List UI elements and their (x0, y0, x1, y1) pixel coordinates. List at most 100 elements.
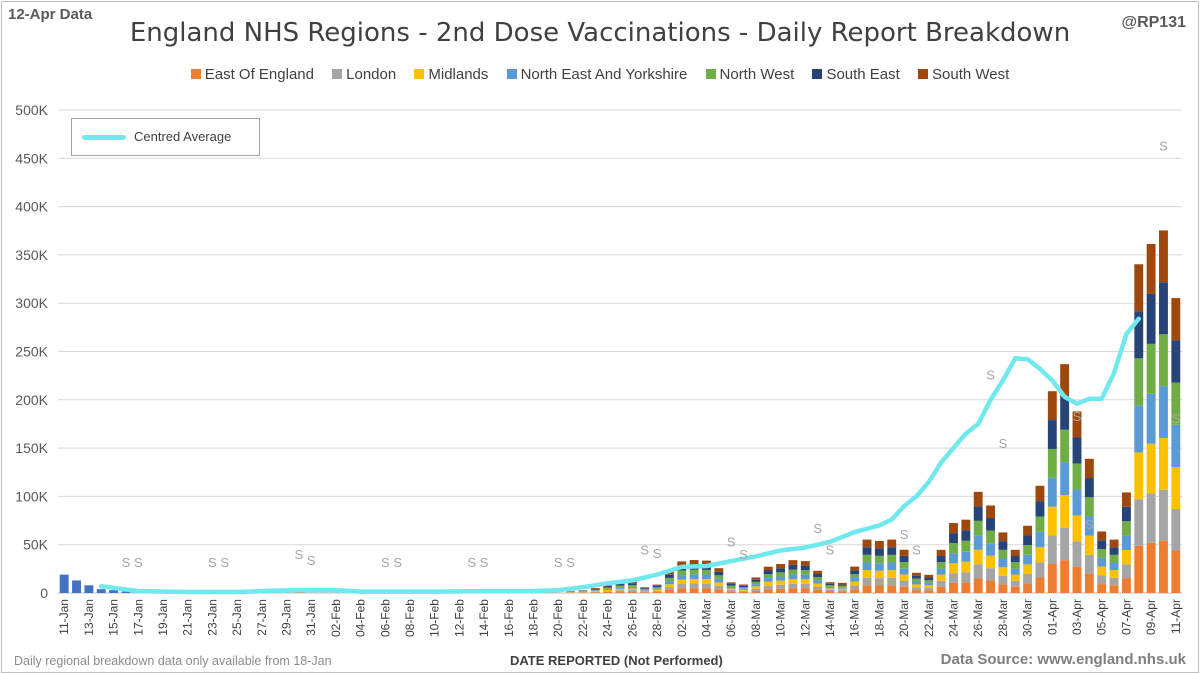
bar-segment (689, 588, 699, 593)
bar-segment (1171, 298, 1181, 341)
bar-segment (1084, 458, 1094, 479)
bar-segment (763, 570, 773, 575)
bar-segment (800, 565, 810, 571)
bar-segment (813, 586, 823, 590)
bar-segment (837, 588, 847, 591)
centred-average-line (98, 316, 1142, 595)
bar-segment (627, 584, 637, 587)
x-tick-label: 21-Jan (181, 599, 195, 636)
bar-segment (603, 587, 613, 589)
sunday-marker: S (727, 535, 736, 550)
bar-segment (813, 573, 823, 578)
bar-segment (751, 577, 761, 580)
legend-label: East Of England (204, 66, 314, 83)
bar-segment (652, 588, 662, 590)
bar-segment (739, 585, 748, 588)
bar-segment (1146, 542, 1156, 593)
y-tick-label: 350K (15, 247, 48, 263)
bar-segment (1109, 547, 1119, 555)
bar-segment (726, 591, 736, 593)
bar-segment (739, 591, 748, 593)
bar-segment (788, 564, 798, 570)
bar-segment (627, 591, 637, 593)
bar-segment (1146, 443, 1156, 494)
sunday-marker: S (467, 555, 476, 570)
bar-segment (961, 551, 971, 562)
bar-segment (714, 578, 724, 583)
bar-segment (1035, 516, 1045, 532)
y-tick-label: 250K (15, 344, 48, 360)
bar-segment (862, 577, 872, 586)
bar-segment (1060, 495, 1070, 528)
bar-segment (850, 585, 860, 590)
bar-segment (1060, 560, 1070, 593)
bar-segment (1047, 391, 1057, 421)
bar-segment (850, 577, 860, 582)
bar-segment (677, 575, 687, 580)
bar-segment (726, 588, 736, 591)
bar-segment (899, 574, 909, 581)
bar-segment (1097, 575, 1107, 585)
bar-segment (590, 590, 600, 592)
bar-segment (664, 577, 674, 582)
bar-segment (949, 582, 958, 593)
bar-segment (1072, 489, 1082, 516)
bar-segment (1072, 566, 1082, 593)
bar-segment (677, 579, 687, 585)
sunday-marker: S (912, 542, 921, 557)
bar-segment (924, 587, 934, 591)
bar-segment (1109, 562, 1119, 571)
sunday-marker: S (566, 555, 575, 570)
x-axis-title: DATE REPORTED (Not Performed) (510, 653, 723, 668)
bar-segment (1134, 545, 1144, 593)
x-tick-label: 13-Jan (82, 599, 96, 636)
bar-segment (813, 570, 823, 574)
bar-segment (714, 582, 724, 586)
bar-segment (702, 583, 711, 589)
x-tick-label: 28-Mar (996, 599, 1010, 637)
bar-segment (788, 560, 798, 565)
y-tick-label: 450K (15, 150, 48, 166)
bar-segment (702, 560, 711, 566)
sunday-marker: S (739, 547, 748, 562)
bar-segment (800, 561, 810, 566)
bar-segment (1023, 573, 1033, 584)
sunday-marker: S (134, 555, 143, 570)
bar-segment (652, 587, 662, 589)
y-tick-label: 150K (15, 440, 48, 456)
bar-segment (677, 584, 687, 589)
sunday-marker: S (307, 553, 316, 568)
x-tick-label: 05-Apr (1095, 599, 1109, 635)
legend-item-south-east: South East (812, 66, 900, 83)
x-tick-label: 07-Apr (1119, 599, 1133, 635)
x-tick-label: 10-Mar (774, 599, 788, 637)
sunday-marker: S (1171, 411, 1180, 426)
bar-segment (603, 588, 613, 591)
x-tick-label: 23-Jan (205, 599, 219, 636)
bar-segment (961, 519, 971, 531)
x-tick-label: 20-Feb (551, 599, 565, 637)
bar-segment (615, 585, 625, 588)
bar-segment (899, 549, 909, 556)
sunday-marker: S (220, 555, 229, 570)
bar-segment (615, 587, 625, 589)
legend-item-midlands: Midlands (414, 66, 488, 83)
bar-segment (973, 564, 983, 579)
bar-segment (887, 562, 897, 571)
x-tick-label: 11-Jan (57, 599, 71, 635)
x-tick-label: 09-Apr (1144, 599, 1158, 635)
bar-segment (924, 580, 934, 583)
x-tick-label: 25-Jan (230, 599, 244, 636)
x-tick-label: 06-Feb (378, 599, 392, 637)
x-tick-label: 10-Feb (428, 599, 442, 637)
bar-segment (1121, 564, 1131, 579)
bar-segment (924, 574, 934, 578)
bar-segment (973, 491, 983, 507)
bar-segment (887, 577, 897, 586)
sunday-marker: S (122, 555, 131, 570)
bar-segment (813, 589, 823, 593)
bar-segment (1109, 577, 1119, 586)
legend-label: South West (932, 66, 1010, 83)
bar-segment (776, 584, 786, 589)
bar-segment (702, 579, 711, 584)
